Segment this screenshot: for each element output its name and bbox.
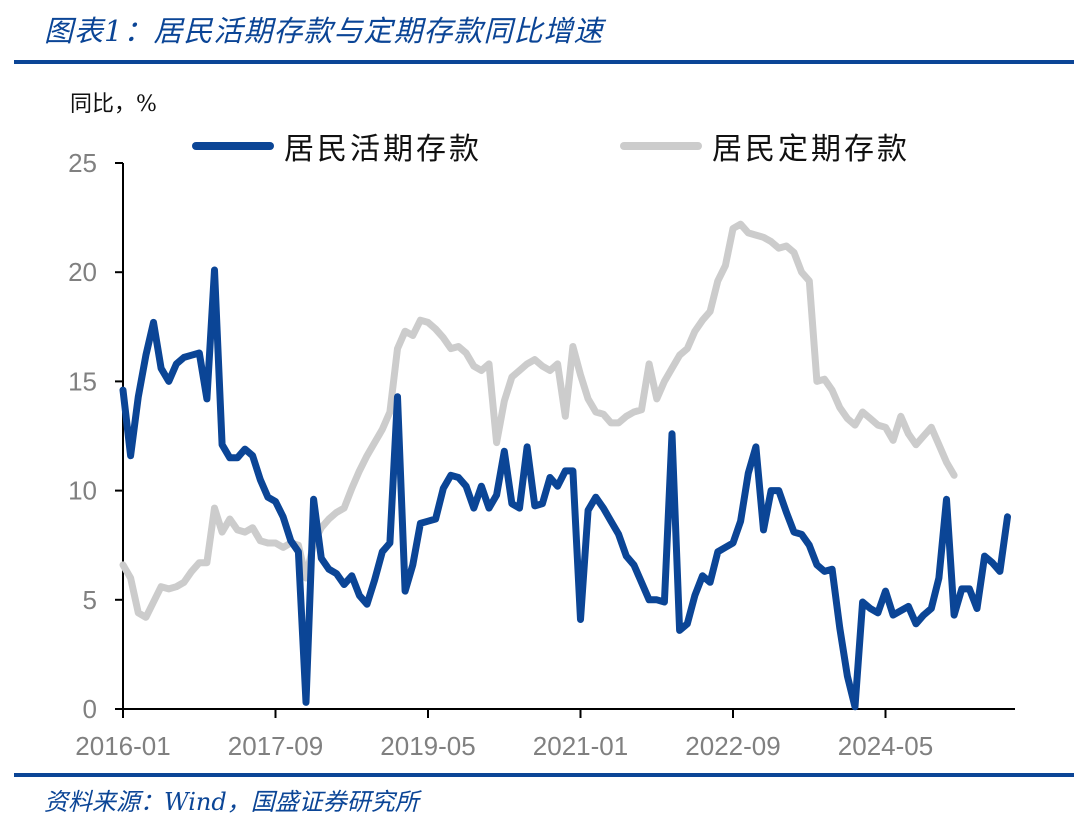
demand-deposit-line [119,266,1011,711]
x-tick-label: 2022-09 [685,731,780,761]
y-tick-label: 10 [68,476,97,506]
legend-label: 居民活期存款 [284,132,482,167]
x-tick-label: 2021-01 [533,731,628,761]
x-tick-label: 2017-09 [228,731,323,761]
y-axis: 0 5 10 15 20 25 [68,148,124,724]
x-tick-label: 2016-01 [75,731,170,761]
legend-swatch-gray-icon [620,142,702,150]
y-axis-label: 同比，% [70,92,157,117]
y-tick-label: 5 [83,585,97,615]
y-tick-label: 0 [83,694,97,724]
legend-item-time-deposit: 居民定期存款 [620,124,910,168]
y-tick-label: 15 [68,366,97,396]
x-tick-label: 2024-05 [838,731,933,761]
y-tick-label: 25 [68,148,97,178]
x-tick-label: 2019-05 [380,731,475,761]
legend-swatch-blue-icon [192,142,274,150]
figure-title: 图表1：居民活期存款与定期存款同比增速 [44,14,604,48]
legend-item-demand-deposit: 居民活期存款 [192,124,482,168]
series-layer [119,220,1011,711]
x-axis: 2016-01 2017-09 2019-05 2021-01 2022-09 2024-… [75,708,1015,761]
y-tick-label: 20 [68,257,97,287]
time-deposit-line [119,220,958,621]
source-note: 资料来源：Wind，国盛证券研究所 [44,788,419,816]
bottom-divider [14,773,1074,777]
top-divider [14,60,1074,64]
legend-label: 居民定期存款 [712,132,910,167]
